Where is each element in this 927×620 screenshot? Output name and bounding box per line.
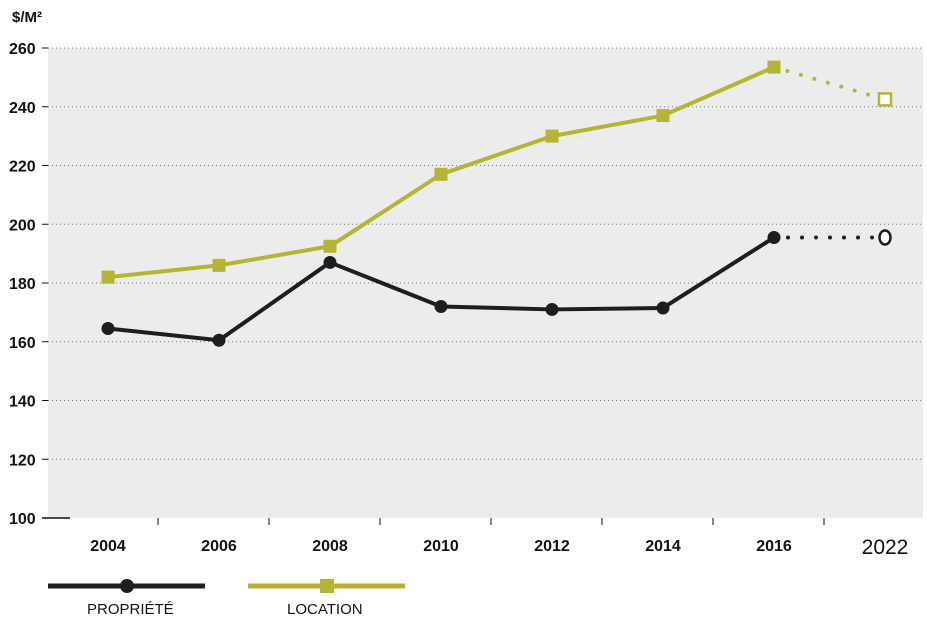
y-tick-label: 120	[9, 452, 36, 469]
legend: PROPRIÉTÉ LOCATION	[48, 579, 405, 618]
x-axis-labels: 2004 2006 2008 2010 2012 2014 2016 2022	[90, 536, 908, 559]
legend-label: LOCATION	[287, 601, 363, 618]
y-axis-labels: 100 120 140 160 180 200 220 240 260	[9, 41, 36, 528]
y-axis-unit-label: $/M²	[12, 9, 42, 26]
data-point	[101, 270, 115, 284]
data-point	[767, 60, 781, 74]
data-point	[212, 333, 226, 347]
series-propriete	[101, 229, 892, 347]
y-tick-label: 160	[9, 335, 36, 352]
x-tick-label: 2004	[90, 538, 126, 555]
series-location	[101, 60, 893, 284]
data-point	[545, 302, 559, 316]
series-group	[101, 60, 893, 347]
y-tick-label: 100	[9, 511, 36, 528]
legend-item: PROPRIÉTÉ	[48, 579, 205, 618]
y-tick-label: 200	[9, 217, 36, 234]
data-point	[434, 300, 448, 313]
projection-line	[772, 65, 887, 102]
x-tick-label: 2010	[423, 538, 459, 555]
data-point	[656, 301, 670, 315]
x-tick-label: 2022	[862, 536, 909, 559]
data-point	[212, 258, 226, 272]
x-tick-label: 2016	[756, 538, 792, 555]
x-tick-label: 2008	[312, 538, 348, 555]
y-tick-label: 240	[9, 100, 36, 117]
y-tick-label: 180	[9, 276, 36, 293]
plot-background	[48, 48, 923, 518]
y-tick-label: 220	[9, 159, 36, 176]
y-axis-ticks	[42, 47, 70, 519]
legend-marker	[120, 579, 134, 593]
x-tick-label: 2014	[645, 538, 681, 555]
data-point	[545, 129, 559, 143]
x-tick-label: 2012	[534, 538, 570, 555]
data-point	[767, 230, 781, 244]
data-point	[878, 229, 892, 246]
data-point	[323, 255, 337, 269]
y-tick-label: 140	[9, 394, 36, 411]
x-axis-ticks	[157, 518, 825, 525]
data-point	[434, 167, 448, 181]
x-tick-label: 2006	[201, 538, 237, 555]
y-tick-label: 260	[9, 41, 36, 58]
legend-item: LOCATION	[248, 579, 405, 618]
data-point	[877, 92, 893, 107]
data-point	[101, 322, 115, 336]
legend-label: PROPRIÉTÉ	[87, 601, 174, 618]
data-point	[656, 109, 670, 123]
data-point	[323, 239, 337, 253]
legend-marker	[320, 579, 334, 593]
